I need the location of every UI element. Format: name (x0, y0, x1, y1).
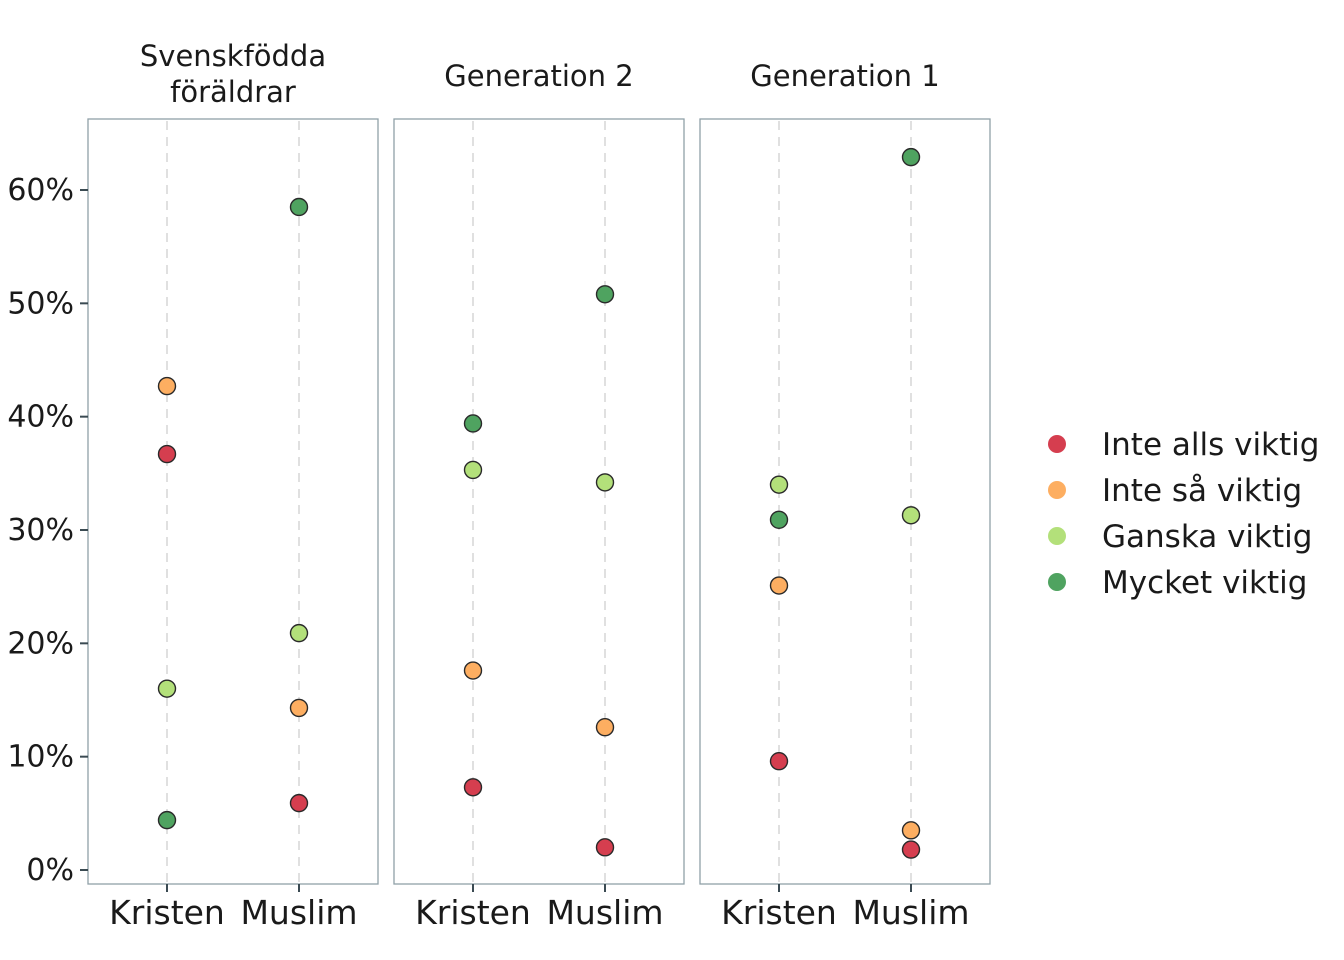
legend-item: Inte så viktig (1048, 473, 1302, 509)
panel-2: Generation 2 Kristen Muslim (393, 59, 685, 932)
panel-title: föräldrar (170, 75, 296, 109)
data-point (769, 475, 789, 494)
panel-title: Generation 2 (444, 59, 633, 93)
y-tick-label: 30% (7, 513, 74, 548)
legend-label: Inte så viktig (1102, 473, 1302, 509)
x-tick-label: Kristen (415, 893, 531, 932)
legend-swatch (1048, 435, 1066, 453)
x-tick-label: Kristen (109, 893, 225, 932)
data-point (769, 752, 789, 771)
data-point (157, 679, 177, 698)
legend-swatch (1048, 481, 1066, 499)
legend-item: Ganska viktig (1048, 519, 1312, 555)
legend-swatch (1048, 527, 1066, 545)
data-point (463, 778, 483, 797)
data-point (289, 698, 309, 718)
y-tick-label: 0% (26, 853, 74, 888)
data-point (901, 506, 921, 525)
y-tick-label: 60% (7, 173, 74, 208)
y-tick-label: 10% (7, 740, 74, 775)
data-point (463, 460, 483, 480)
y-tick-label: 20% (7, 626, 74, 661)
data-point (595, 718, 615, 737)
data-point (595, 473, 615, 492)
y-tick-label: 40% (7, 400, 74, 435)
data-point (289, 793, 309, 813)
legend-item: Inte alls viktig (1048, 427, 1319, 463)
legend-label: Mycket viktig (1102, 565, 1307, 601)
legend-item: Mycket viktig (1048, 565, 1307, 601)
panel-title: Generation 1 (750, 59, 939, 93)
panel-frame (393, 118, 685, 885)
data-point (289, 197, 309, 217)
data-point (901, 147, 921, 167)
y-axis: 0% 10% 20% 30% 40% 50% 60% (7, 173, 88, 888)
panel-3: Generation 1 Kristen Muslim (699, 59, 991, 932)
x-tick-label: Muslim (852, 893, 969, 932)
x-tick-label: Muslim (546, 893, 663, 932)
panel-title: Svenskfödda (140, 39, 326, 73)
data-point (289, 623, 309, 643)
x-tick-label: Muslim (240, 893, 357, 932)
x-tick-label: Kristen (721, 893, 837, 932)
y-tick-label: 50% (7, 286, 74, 321)
data-point (901, 821, 921, 840)
data-point (595, 285, 615, 304)
panel-frame (87, 118, 379, 885)
data-point (157, 444, 177, 464)
legend: Inte alls viktig Inte så viktig Ganska vik… (1048, 427, 1319, 601)
data-point (901, 840, 921, 859)
data-point (595, 838, 615, 857)
data-point (463, 414, 483, 433)
legend-label: Inte alls viktig (1102, 427, 1319, 463)
data-point (157, 376, 177, 396)
data-point (769, 510, 789, 529)
panel-frame (699, 118, 991, 885)
legend-swatch (1048, 573, 1066, 591)
data-point (769, 576, 789, 595)
data-point (463, 661, 483, 680)
legend-label: Ganska viktig (1102, 519, 1312, 555)
data-point (157, 810, 177, 830)
